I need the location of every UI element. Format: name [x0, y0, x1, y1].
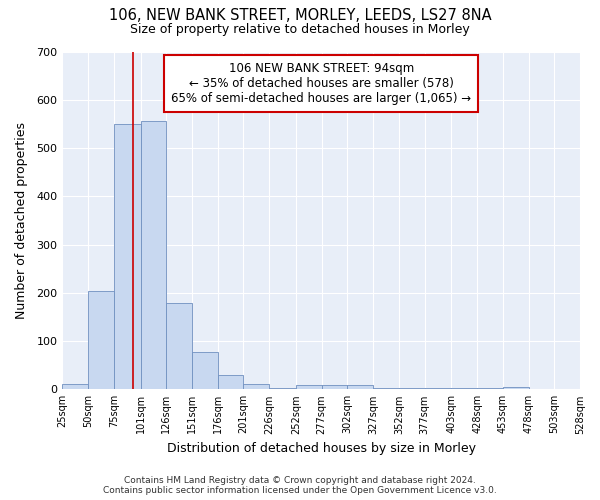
Y-axis label: Number of detached properties: Number of detached properties: [15, 122, 28, 319]
Bar: [347, 386, 373, 390]
Bar: [244, 384, 269, 390]
Text: Contains HM Land Registry data © Crown copyright and database right 2024.
Contai: Contains HM Land Registry data © Crown c…: [103, 476, 497, 495]
Bar: [62, 384, 88, 390]
Bar: [503, 387, 529, 390]
Bar: [399, 388, 425, 390]
Text: Size of property relative to detached houses in Morley: Size of property relative to detached ho…: [130, 22, 470, 36]
Bar: [166, 304, 192, 390]
Bar: [477, 388, 503, 390]
Bar: [296, 386, 322, 390]
Bar: [192, 352, 218, 390]
Bar: [322, 386, 347, 390]
Bar: [88, 292, 114, 390]
Bar: [425, 388, 451, 390]
Bar: [218, 375, 244, 390]
Text: 106 NEW BANK STREET: 94sqm
← 35% of detached houses are smaller (578)
65% of sem: 106 NEW BANK STREET: 94sqm ← 35% of deta…: [171, 62, 471, 104]
Text: 106, NEW BANK STREET, MORLEY, LEEDS, LS27 8NA: 106, NEW BANK STREET, MORLEY, LEEDS, LS2…: [109, 8, 491, 22]
Bar: [269, 388, 296, 390]
Bar: [140, 122, 166, 390]
X-axis label: Distribution of detached houses by size in Morley: Distribution of detached houses by size …: [167, 442, 476, 455]
Bar: [114, 124, 140, 390]
Bar: [451, 388, 477, 390]
Bar: [373, 388, 399, 390]
